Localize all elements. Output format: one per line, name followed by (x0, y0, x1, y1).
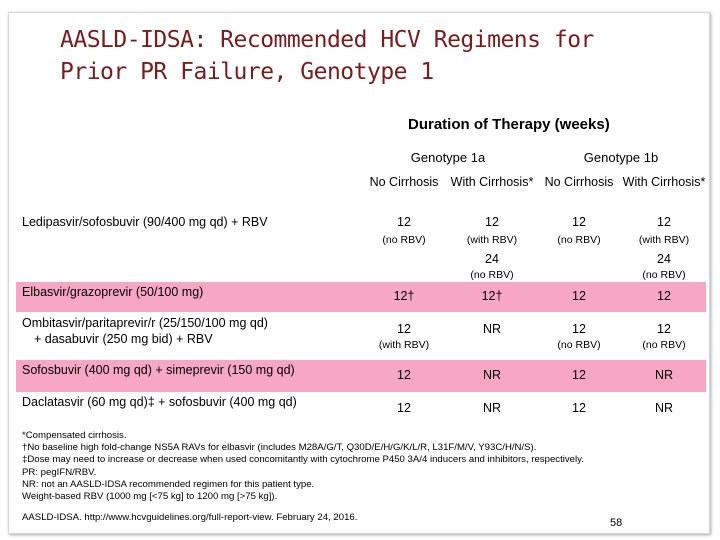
cell-value: 12† (448, 282, 536, 312)
genotype-header-row: Genotype 1a Genotype 1b (16, 145, 706, 170)
col-1a-with-cirrhosis: With Cirrhosis* (448, 170, 536, 212)
cell-value: NR (622, 360, 706, 392)
header-spacer (16, 145, 360, 170)
cell-value: NR (448, 360, 536, 392)
regimen-name: Ombitasvir/paritaprevir/r (25/150/100 mg… (16, 312, 360, 360)
alt-value: 24 (485, 252, 499, 266)
cell-value: 12 (no RBV) (536, 312, 622, 360)
cell-value: 12 (360, 392, 448, 432)
source-citation: AASLD-IDSA. http://www.hcvguidelines.org… (22, 512, 358, 523)
value: 12 (397, 322, 411, 336)
footnote: NR: not an AASLD-IDSA recommended regime… (22, 478, 315, 490)
col-1b-no-cirrhosis: No Cirrhosis (536, 170, 622, 212)
duration-header: Duration of Therapy (weeks) (408, 116, 610, 133)
genotype-1b-header: Genotype 1b (536, 145, 706, 170)
regimen-name-line-2: + dasabuvir (250 mg bid) + RBV (34, 332, 213, 346)
value: 12 (397, 215, 411, 229)
cell-value: NR (622, 392, 706, 432)
rbv-note: (no RBV) (557, 339, 601, 351)
table-row: Ombitasvir/paritaprevir/r (25/150/100 mg… (16, 312, 706, 360)
rbv-note: (no RBV) (642, 269, 686, 281)
cell-value: 12 (622, 282, 706, 312)
cell-value: NR (448, 312, 536, 360)
regimen-name: Ledipasvir/sofosbuvir (90/400 mg qd) + R… (16, 212, 360, 282)
regimen-name: Sofosbuvir (400 mg qd) + simeprevir (150… (16, 360, 360, 392)
cirrhosis-header-row: No Cirrhosis With Cirrhosis* No Cirrhosi… (16, 170, 706, 212)
regimen-name: Elbasvir/grazoprevir (50/100 mg) (16, 282, 360, 312)
title-line-1: AASLD-IDSA: Recommended HCV Regimens for (60, 27, 594, 53)
rbv-note: (with RBV) (466, 234, 518, 246)
value: 12 (572, 215, 586, 229)
col-1a-no-cirrhosis: No Cirrhosis (360, 170, 448, 212)
regimen-name: Daclatasvir (60 mg qd)‡ + sofosbuvir (40… (16, 392, 360, 432)
title-line-2: Prior PR Failure, Genotype 1 (60, 59, 434, 85)
value: 12 (485, 215, 499, 229)
regimen-table: Genotype 1a Genotype 1b No Cirrhosis Wit… (16, 145, 706, 432)
table-row: Ledipasvir/sofosbuvir (90/400 mg qd) + R… (16, 212, 706, 282)
col-1b-with-cirrhosis: With Cirrhosis* (622, 170, 706, 212)
table-row: Elbasvir/grazoprevir (50/100 mg) 12† 12†… (16, 282, 706, 312)
footnote: ‡Dose may need to increase or decrease w… (22, 454, 584, 466)
rbv-note: (with RBV) (638, 234, 690, 246)
cell-value: 12 (with RBV) 24 (no RBV) (448, 212, 536, 282)
cell-value: 12† (360, 282, 448, 312)
cell-value: 12 (no RBV) (536, 212, 622, 282)
table-row: Daclatasvir (60 mg qd)‡ + sofosbuvir (40… (16, 392, 706, 432)
cell-value: 12 (536, 360, 622, 392)
rbv-note: (no RBV) (382, 234, 426, 246)
cell-value: NR (448, 392, 536, 432)
rbv-note: (no RBV) (557, 234, 601, 246)
slide-title: AASLD-IDSA: Recommended HCV Regimens for… (60, 24, 700, 88)
cell-value: 12 (536, 392, 622, 432)
cell-value: 12 (536, 282, 622, 312)
rbv-note: (no RBV) (470, 269, 514, 281)
footnote: †No baseline high fold-change NS5A RAVs … (22, 442, 537, 454)
alt-value: 24 (657, 252, 671, 266)
genotype-1a-header: Genotype 1a (360, 145, 536, 170)
footnote: Weight-based RBV (1000 mg [<75 kg] to 12… (22, 491, 278, 503)
footnote: PR: pegIFN/RBV. (22, 466, 97, 478)
cell-value: 12 (no RBV) (622, 312, 706, 360)
footnotes: *Compensated cirrhosis. †No baseline hig… (22, 430, 702, 503)
cell-value: 12 (with RBV) 24 (no RBV) (622, 212, 706, 282)
page-number: 58 (610, 517, 623, 529)
rbv-note: (with RBV) (378, 339, 430, 351)
value: 12 (657, 322, 671, 336)
cell-value: 12 (no RBV) (360, 212, 448, 282)
regimen-name-line-1: Ombitasvir/paritaprevir/r (25/150/100 mg… (22, 316, 268, 330)
table-row: Sofosbuvir (400 mg qd) + simeprevir (150… (16, 360, 706, 392)
value: 12 (572, 322, 586, 336)
cell-value: 12 (360, 360, 448, 392)
slide-frame (8, 12, 710, 534)
header-spacer (16, 170, 360, 212)
footnote: *Compensated cirrhosis. (22, 430, 127, 441)
rbv-note: (no RBV) (642, 339, 686, 351)
cell-value: 12 (with RBV) (360, 312, 448, 360)
value: 12 (657, 215, 671, 229)
